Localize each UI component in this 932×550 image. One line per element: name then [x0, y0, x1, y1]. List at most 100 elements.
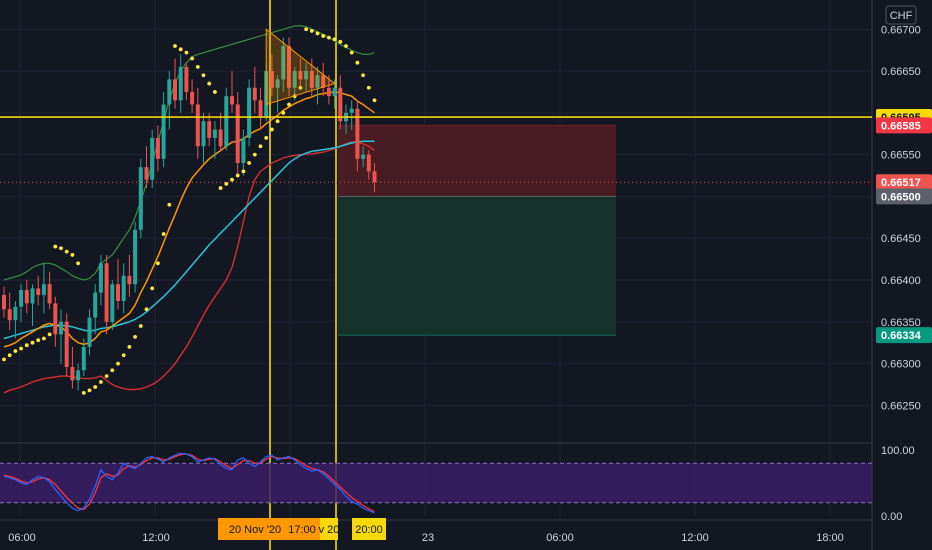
candle-body [224, 96, 229, 147]
sar-dot [338, 39, 343, 44]
time-tick-label: 12:00 [681, 532, 709, 544]
time-axis[interactable]: 06:00 12:00 23 06:00 12:00 18:00 [8, 532, 844, 544]
candle-body [104, 263, 109, 322]
sar-dot [264, 136, 269, 140]
sar-dot [87, 388, 92, 393]
sar-dot [309, 29, 314, 33]
candle-body [59, 321, 63, 335]
sar-dot [13, 349, 18, 353]
candle-body [349, 108, 354, 113]
sar-dot [167, 202, 172, 207]
sar-dot [127, 344, 132, 349]
candle-body [138, 167, 143, 230]
price-tag-bg [876, 117, 932, 134]
candle-body [87, 317, 92, 347]
sar-dot [287, 102, 291, 107]
currency-label: CHF [890, 10, 913, 22]
sar-dot [270, 127, 274, 132]
time-label: 20 Nov '20 [229, 524, 281, 536]
sar-dot [2, 357, 6, 362]
sar-dot [241, 169, 246, 174]
sar-dot [349, 50, 354, 55]
triangle-pattern [265, 28, 336, 106]
candle-body [19, 290, 24, 307]
sar-dot [190, 56, 195, 61]
candle-body [167, 79, 172, 105]
currency-badge[interactable]: CHF [885, 5, 917, 25]
sar-dot [275, 119, 280, 124]
price-tag-bg [876, 188, 932, 205]
candle-body [195, 104, 200, 147]
sar-dot [7, 353, 12, 358]
sar-dot [252, 152, 257, 157]
candle-body [338, 87, 343, 122]
candle-body [47, 284, 52, 304]
horizontal-price-line[interactable] [0, 116, 872, 183]
candle-body [355, 108, 360, 159]
sar-dot [70, 253, 75, 257]
sar-dot [110, 368, 115, 373]
candle-body [30, 288, 35, 304]
candle-body [321, 75, 326, 88]
sar-dot [224, 181, 229, 186]
sar-dot [99, 380, 103, 384]
sar-dot [327, 35, 331, 40]
sar-dot [321, 34, 326, 38]
time-label-bg [320, 518, 338, 540]
sar-dot [104, 374, 109, 379]
candle-body [372, 171, 377, 183]
candle-body [201, 121, 206, 147]
time-label-bg [352, 518, 386, 540]
stoch-tick-label: 100.00 [881, 445, 915, 457]
candle-body [53, 303, 58, 335]
time-tick-label: 06:00 [8, 532, 36, 544]
candle-body [315, 75, 320, 88]
stop-loss-zone [338, 125, 616, 197]
candle-body [361, 154, 366, 159]
candle-body [235, 104, 240, 163]
sar-dot [235, 173, 240, 178]
sar-dot [304, 27, 308, 32]
sar-dot [195, 64, 200, 69]
sar-dot [133, 334, 138, 339]
candle-body [281, 45, 286, 80]
sar-dot [213, 90, 217, 94]
candle-body [247, 87, 252, 138]
candle-body [173, 79, 177, 101]
candle-body [332, 87, 337, 97]
time-labels: 20 Nov '20 17:00 v 20 20:00 [218, 518, 386, 540]
sar-dot [247, 161, 252, 165]
candle-body [230, 96, 234, 105]
candle-body [155, 137, 160, 159]
sar-dot [144, 307, 149, 312]
price-tick-label: 0.66650 [881, 66, 921, 78]
candle-body [241, 137, 246, 163]
sar-dot [161, 232, 166, 236]
candle-body [269, 71, 274, 88]
candle-body [207, 121, 212, 138]
sar-dot [47, 332, 52, 337]
currency-badge-box [885, 5, 917, 25]
candle-body [287, 45, 291, 88]
candle-body [161, 104, 166, 159]
candle-body [304, 71, 309, 80]
candle-body [366, 154, 371, 172]
sar-dot [218, 186, 223, 190]
sar-dot [64, 249, 69, 254]
price-tick-label: 0.66450 [881, 233, 921, 245]
sar-dot [372, 98, 377, 103]
price-axis[interactable]: 0.66700 0.66650 0.66550 0.66450 0.66400 0.663… [881, 24, 921, 523]
sar-dot [230, 177, 234, 182]
position-zones [338, 124, 616, 336]
candle-body [292, 71, 297, 88]
sar-dot [156, 261, 160, 266]
sar-dot [81, 390, 86, 395]
take-profit-zone [338, 196, 616, 336]
sar-dot [332, 37, 337, 42]
price-tick-label: 0.66250 [881, 400, 921, 412]
parabolic-sar-dots [2, 27, 377, 395]
candle-body [110, 284, 115, 322]
sar-dot [138, 324, 143, 328]
